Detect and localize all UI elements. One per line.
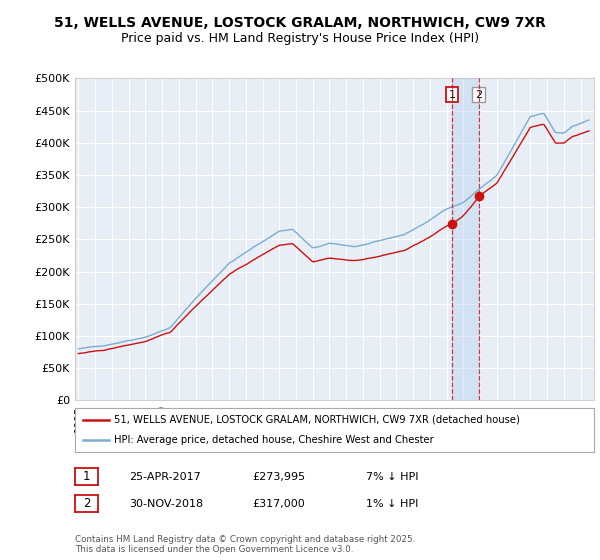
Text: £273,995: £273,995: [252, 472, 305, 482]
Text: HPI: Average price, detached house, Cheshire West and Chester: HPI: Average price, detached house, Ches…: [114, 435, 434, 445]
Bar: [452, 78, 479, 400]
Text: 2: 2: [475, 90, 482, 100]
Text: 1: 1: [449, 90, 455, 100]
Text: 25-APR-2017: 25-APR-2017: [129, 472, 201, 482]
Text: £317,000: £317,000: [252, 499, 305, 509]
Text: Price paid vs. HM Land Registry's House Price Index (HPI): Price paid vs. HM Land Registry's House …: [121, 32, 479, 45]
Text: 1: 1: [83, 470, 90, 483]
Text: 7% ↓ HPI: 7% ↓ HPI: [366, 472, 419, 482]
Text: 1% ↓ HPI: 1% ↓ HPI: [366, 499, 418, 509]
Text: 51, WELLS AVENUE, LOSTOCK GRALAM, NORTHWICH, CW9 7XR (detached house): 51, WELLS AVENUE, LOSTOCK GRALAM, NORTHW…: [114, 415, 520, 425]
Text: 2: 2: [83, 497, 90, 510]
Text: 51, WELLS AVENUE, LOSTOCK GRALAM, NORTHWICH, CW9 7XR: 51, WELLS AVENUE, LOSTOCK GRALAM, NORTHW…: [54, 16, 546, 30]
Text: 30-NOV-2018: 30-NOV-2018: [129, 499, 203, 509]
Text: Contains HM Land Registry data © Crown copyright and database right 2025.
This d: Contains HM Land Registry data © Crown c…: [75, 535, 415, 554]
